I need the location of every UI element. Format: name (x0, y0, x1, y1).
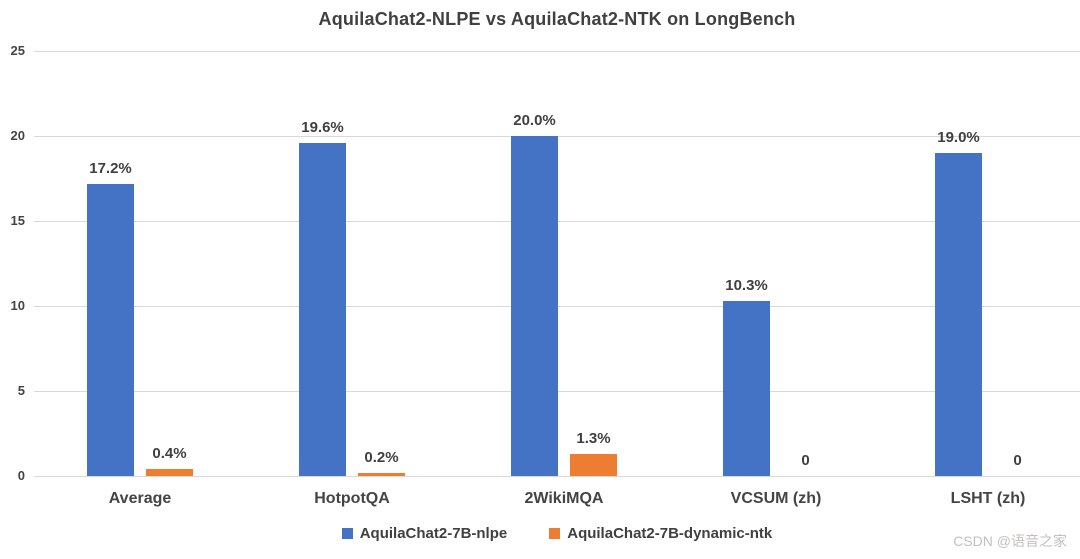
y-tick-label: 15 (10, 213, 25, 228)
bar-group: 19.6% 0.2% (246, 51, 458, 476)
x-category-label: 2WikiMQA (524, 490, 604, 507)
bar-group: 19.0% 0 (882, 51, 1080, 476)
gridline (34, 476, 1080, 477)
bar: 19.6% (299, 119, 346, 476)
legend-label: AquilaChat2-7B-nlpe (359, 524, 508, 542)
bar-value-label: 0 (801, 452, 810, 469)
legend-item: AquilaChat2-7B-dynamic-ntk (549, 525, 772, 542)
bar-group: 17.2% 0.4% (34, 51, 246, 476)
bar-value-label: 0 (1013, 452, 1022, 469)
bar: 0.2% (358, 449, 405, 476)
legend: AquilaChat2-7B-nlpe AquilaChat2-7B-dynami… (34, 521, 1080, 545)
bar: 0.4% (146, 445, 193, 476)
y-tick-label: 0 (17, 468, 25, 483)
legend-item: AquilaChat2-7B-nlpe (341, 524, 508, 542)
y-tick-label: 5 (17, 383, 25, 398)
bar: 17.2% (87, 160, 134, 476)
bar: 19.0% (935, 129, 982, 476)
y-tick-label: 25 (10, 43, 25, 58)
y-tick-label: 10 (10, 298, 25, 313)
x-category-label: Average (108, 490, 172, 507)
y-tick-label: 20 (10, 128, 25, 143)
y-axis: 25 20 15 10 5 0 (0, 43, 25, 483)
plot-area: 17.2% 0.4% 19.6% 0.2% 20.0% 1.3% 10.3% 0 19.0% 0 (34, 51, 1080, 476)
bar-group: 10.3% 0 (670, 51, 882, 476)
gridline (34, 51, 1080, 52)
x-category-label: HotpotQA (314, 490, 390, 507)
bar-value-label: 0.2% (364, 448, 399, 466)
bar-value-label: 10.3% (725, 276, 768, 294)
bar-value-label: 19.6% (301, 118, 344, 136)
bar-value-label: 1.3% (576, 429, 611, 447)
x-category-label: VCSUM (zh) (730, 490, 822, 507)
bar-value-label: 0.4% (152, 445, 187, 463)
x-category-label: LSHT (zh) (950, 490, 1026, 507)
bar: 10.3% (723, 277, 770, 476)
bar-value-label: 17.2% (89, 159, 132, 177)
legend-swatch-icon (341, 527, 353, 539)
bar-value-label: 20.0% (513, 112, 556, 129)
bar-group: 20.0% 1.3% (458, 51, 670, 476)
bar-value-label: 19.0% (937, 129, 980, 146)
chart-title: AquilaChat2-NLPE vs AquilaChat2-NTK on L… (318, 9, 796, 29)
watermark: CSDN @语音之家 (953, 533, 1067, 549)
x-axis: Average HotpotQA 2WikiMQA VCSUM (zh) LSHT (z… (34, 489, 1080, 511)
bar: 1.3% (570, 430, 617, 476)
legend-swatch-icon (549, 527, 561, 539)
bar: 20.0% (511, 112, 558, 476)
legend-label: AquilaChat2-7B-dynamic-ntk (567, 524, 773, 542)
